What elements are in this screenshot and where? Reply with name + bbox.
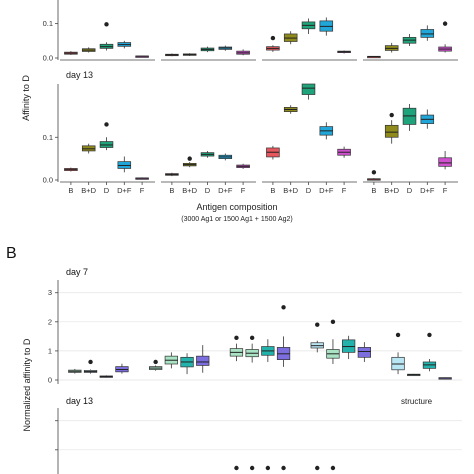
outlier-point [234, 465, 239, 471]
outlier-point [234, 335, 239, 341]
panel-b-plots: 0 1 2 3 [48, 280, 462, 474]
box-ST1 [196, 355, 210, 366]
outlier-point [315, 322, 320, 327]
panel-a-x-tick-label: B [169, 186, 174, 195]
outlier-point [104, 122, 109, 127]
panel-a-x-tick-label: D+F [319, 186, 334, 195]
box-ST1 [357, 347, 371, 358]
panel-a-x-tick-label: F [443, 186, 448, 195]
outlier-point [249, 465, 255, 471]
panel-a-x-tick-label: B+D [81, 186, 96, 195]
outlier-point [395, 332, 401, 338]
outlier-point [389, 112, 394, 118]
panel-b-y-tick-label: 3 [48, 288, 52, 297]
panel-a-x-tick-label: D [205, 186, 211, 195]
panel-a-y-tick-label: 0.1 [43, 19, 53, 28]
panel-a-x-tick-label: B+D [384, 186, 399, 195]
outlier-point [153, 359, 158, 365]
box-D+F [420, 29, 435, 38]
panel-b-label: B [6, 245, 17, 262]
panel-a-x-tick-label: B+D [283, 186, 298, 195]
panel-a-x-tick-label: B [270, 186, 275, 195]
outlier-point [88, 359, 93, 365]
outlier-point [249, 335, 255, 341]
outlier-point [281, 305, 286, 310]
box-D [301, 83, 316, 95]
panel-a-y-tick-label: 0.0 [43, 176, 53, 185]
outlier-point [315, 465, 320, 471]
panel-a-x-tick-label: B [371, 186, 376, 195]
panel-b-plot-area [58, 408, 462, 474]
box-B+D [384, 124, 399, 138]
legend-title: structure [401, 397, 433, 406]
panel-a-y-tick-label: 0.1 [43, 133, 53, 142]
outlier-point [104, 22, 109, 27]
panel-a-facet-row-label: day 13 [66, 70, 93, 80]
panel-a-y-tick-label: 0.0 [43, 54, 53, 63]
panel-a-x-tick-label: D [407, 186, 413, 195]
panel-a-x-tick-label: F [241, 186, 246, 195]
panel-b-y-tick-label: 2 [48, 317, 52, 326]
panel-a-x-tick-label: D [104, 186, 110, 195]
panel-a-x-axis-sublabel: (3000 Ag1 or 1500 Ag1 + 1500 Ag2) [181, 216, 293, 223]
panel-a-x-tick-label: F [140, 186, 145, 195]
outlier-point [187, 156, 192, 161]
outlier-point [330, 465, 336, 471]
panel-b-facet-label-day13: day 13 [66, 396, 93, 406]
outlier-point [427, 332, 432, 338]
panel-b-y-tick-label: 1 [48, 346, 52, 355]
box-F [438, 157, 452, 167]
panel-a-x-tick-label: D [306, 186, 312, 195]
panel-a-y-axis-label: Affinity to D [21, 75, 31, 121]
panel-a-x-tick-label: D+F [218, 186, 233, 195]
panel-a-x-axis-label: Antigen composition [196, 202, 277, 212]
panel-a-x-tick-label: D+F [420, 186, 435, 195]
panel-b-facet-label-day7: day 7 [66, 267, 88, 277]
panel-a-x-tick-label: B+D [182, 186, 197, 195]
panel-b-y-tick-label: 0 [48, 376, 52, 385]
panel-a-x-tick-label: D+F [117, 186, 132, 195]
outlier-point [442, 21, 448, 26]
panel-a-plots: 0.0 0.1 0.0 0.1 B B+D D D+F F B B+D D D+F F B B+D D D+F F B… [43, 0, 458, 195]
outlier-point [265, 465, 271, 471]
outlier-point [371, 170, 377, 175]
outlier-point [270, 35, 276, 41]
panel-a-x-tick-label: B [68, 186, 73, 195]
panel-b-y-axis-label: Normalized affinity to D [22, 338, 32, 431]
outlier-point [330, 319, 336, 325]
outlier-point [281, 465, 286, 471]
panel-a-x-tick-label: F [342, 186, 347, 195]
